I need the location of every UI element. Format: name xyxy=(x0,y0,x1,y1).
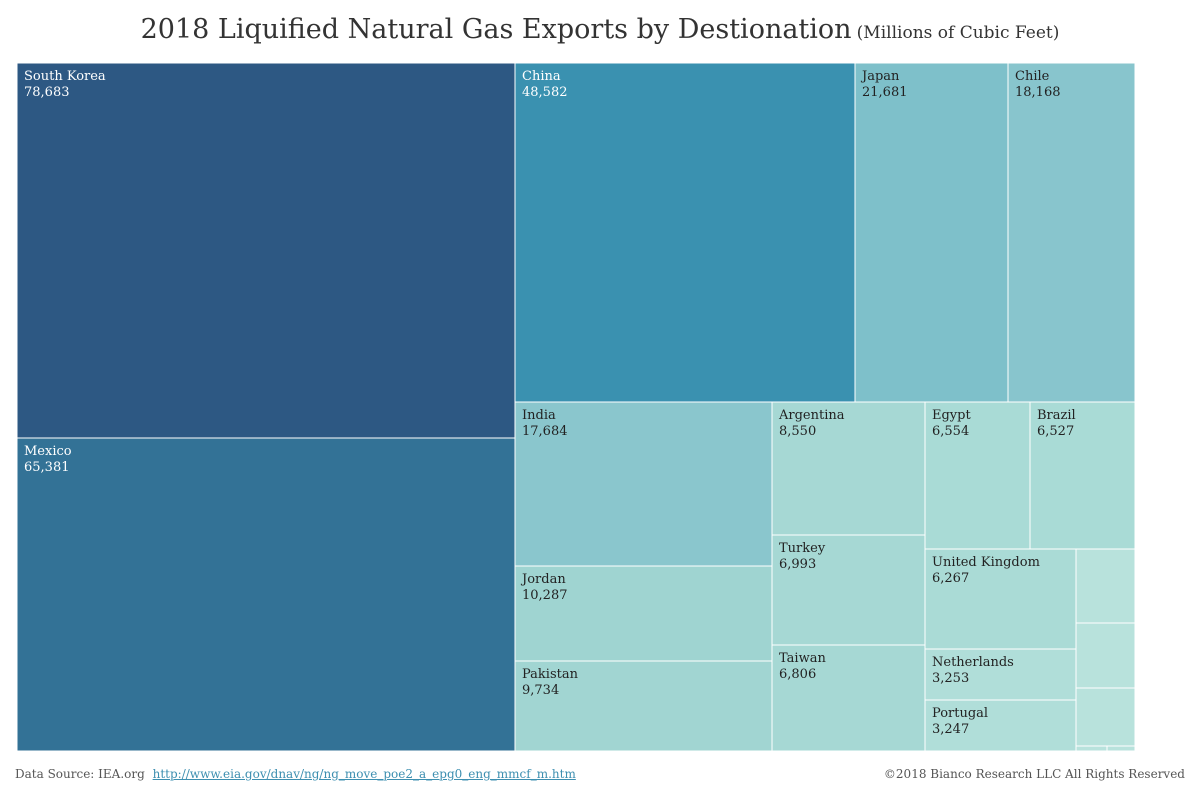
tile-name-chile: Chile xyxy=(1015,69,1050,84)
tile-unlabeled-3 xyxy=(1075,687,1136,747)
tile-name-turkey: Turkey xyxy=(779,541,826,556)
tile-rect-mexico xyxy=(16,437,516,752)
tile-name-mexico: Mexico xyxy=(24,444,72,459)
tile-rect-pakistan xyxy=(514,660,773,752)
tile-name-pakistan: Pakistan xyxy=(522,667,579,682)
tile-name-taiwan: Taiwan xyxy=(779,651,826,666)
tile-name-netherlands: Netherlands xyxy=(932,655,1014,670)
chart-subtitle: (Millions of Cubic Feet) xyxy=(856,23,1060,43)
tile-rect-united-kingdom xyxy=(924,548,1077,650)
tile-rect-china xyxy=(514,62,856,403)
tile-name-jordan: Jordan xyxy=(520,572,566,587)
copyright-text: ©2018 Bianco Research LLC All Rights Res… xyxy=(883,767,1185,781)
footer-source: Data Source: IEA.org http://www.eia.gov/… xyxy=(15,767,576,781)
tile-name-argentina: Argentina xyxy=(778,408,845,423)
tile-value-south-korea: 78,683 xyxy=(24,85,70,100)
tile-name-portugal: Portugal xyxy=(932,706,988,721)
tile-name-brazil: Brazil xyxy=(1037,408,1076,423)
tile-rect-portugal xyxy=(924,699,1077,752)
tile-value-brazil: 6,527 xyxy=(1037,424,1074,439)
tile-value-jordan: 10,287 xyxy=(522,588,568,603)
tile-value-netherlands: 3,253 xyxy=(932,671,969,686)
tile-unlabeled-2 xyxy=(1075,622,1136,689)
tile-name-south-korea: South Korea xyxy=(24,69,106,84)
tile-value-portugal: 3,247 xyxy=(932,722,969,737)
chart-title: 2018 Liquified Natural Gas Exports by De… xyxy=(0,14,1200,45)
source-label: Data Source: IEA.org xyxy=(15,767,145,781)
tile-rect-south-korea xyxy=(16,62,516,439)
tile-value-pakistan: 9,734 xyxy=(522,683,559,698)
tile-rect-taiwan xyxy=(771,644,926,752)
tile-value-argentina: 8,550 xyxy=(779,424,816,439)
tile-unlabeled-1 xyxy=(1075,548,1136,624)
tile-name-india: India xyxy=(522,408,556,423)
tile-value-taiwan: 6,806 xyxy=(779,667,816,682)
tile-rect-japan xyxy=(854,62,1009,403)
tile-value-chile: 18,168 xyxy=(1015,85,1061,100)
tile-name-japan: Japan xyxy=(860,69,900,84)
tile-value-mexico: 65,381 xyxy=(24,460,70,475)
tile-value-japan: 21,681 xyxy=(862,85,908,100)
tile-rect-chile xyxy=(1007,62,1136,403)
tile-value-turkey: 6,993 xyxy=(779,557,816,572)
tile-value-china: 48,582 xyxy=(522,85,568,100)
tile-name-united-kingdom: United Kingdom xyxy=(932,555,1040,570)
tile-rect-netherlands xyxy=(924,648,1077,701)
tile-unlabeled-4 xyxy=(1075,745,1108,752)
tile-name-china: China xyxy=(522,69,561,84)
tile-rect-india xyxy=(514,401,773,567)
tile-value-egypt: 6,554 xyxy=(932,424,969,439)
source-link[interactable]: http://www.eia.gov/dnav/ng/ng_move_poe2_… xyxy=(152,767,576,781)
tile-name-egypt: Egypt xyxy=(932,408,971,423)
tile-value-united-kingdom: 6,267 xyxy=(932,571,969,586)
tile-value-india: 17,684 xyxy=(522,424,568,439)
tile-unlabeled-5 xyxy=(1106,745,1136,752)
chart-title-main: 2018 Liquified Natural Gas Exports by De… xyxy=(140,14,852,45)
